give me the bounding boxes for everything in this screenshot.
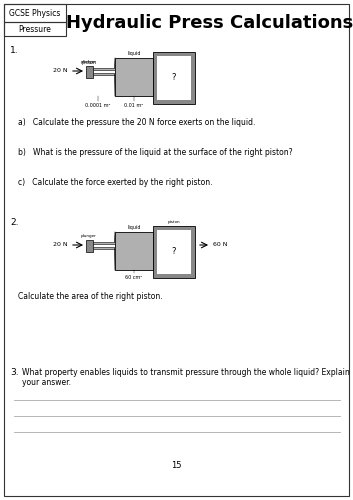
Bar [157,56,191,100]
Text: Calculate the area of the right piston.: Calculate the area of the right piston. [18,292,163,301]
Bar [153,52,195,104]
Text: ?: ? [172,248,176,256]
Text: 15: 15 [171,462,181,470]
Bar [93,242,115,244]
Text: 1.: 1. [10,46,19,55]
Text: c)   Calculate the force exerted by the right piston.: c) Calculate the force exerted by the ri… [18,178,213,187]
Text: ?: ? [172,74,176,82]
Text: liquid: liquid [127,225,141,230]
Text: 20 N: 20 N [53,68,68,73]
Bar [93,68,115,70]
Text: 3.: 3. [10,368,19,377]
Bar [115,58,153,96]
Bar [86,240,93,252]
Text: plunger: plunger [81,60,97,64]
Text: b)   What is the pressure of the liquid at the surface of the right piston?: b) What is the pressure of the liquid at… [18,148,293,157]
Text: 60 cm²: 60 cm² [125,275,143,280]
Bar [93,72,115,74]
Text: plunger: plunger [81,234,97,238]
Bar [157,230,191,274]
Text: What property enables liquids to transmit pressure through the whole liquid? Exp: What property enables liquids to transmi… [22,368,350,388]
Text: 0.0001 m²: 0.0001 m² [85,103,111,108]
Text: 20 N: 20 N [53,242,68,248]
Bar [4,22,66,36]
Bar [115,232,153,270]
Text: liquid: liquid [127,51,141,56]
Text: 60 N: 60 N [213,242,227,248]
Text: Hydraulic Press Calculations: Hydraulic Press Calculations [66,14,353,32]
Text: piston: piston [168,220,180,224]
Bar [93,246,115,248]
Bar [153,226,195,278]
Text: a)   Calculate the pressure the 20 N force exerts on the liquid.: a) Calculate the pressure the 20 N force… [18,118,255,127]
Bar [86,66,93,78]
Text: 0.01 m²: 0.01 m² [124,103,144,108]
Text: piston: piston [82,60,97,65]
Text: GCSE Physics: GCSE Physics [9,8,61,18]
Bar [4,4,66,22]
Text: 2.: 2. [10,218,18,227]
Text: Pressure: Pressure [19,24,52,34]
